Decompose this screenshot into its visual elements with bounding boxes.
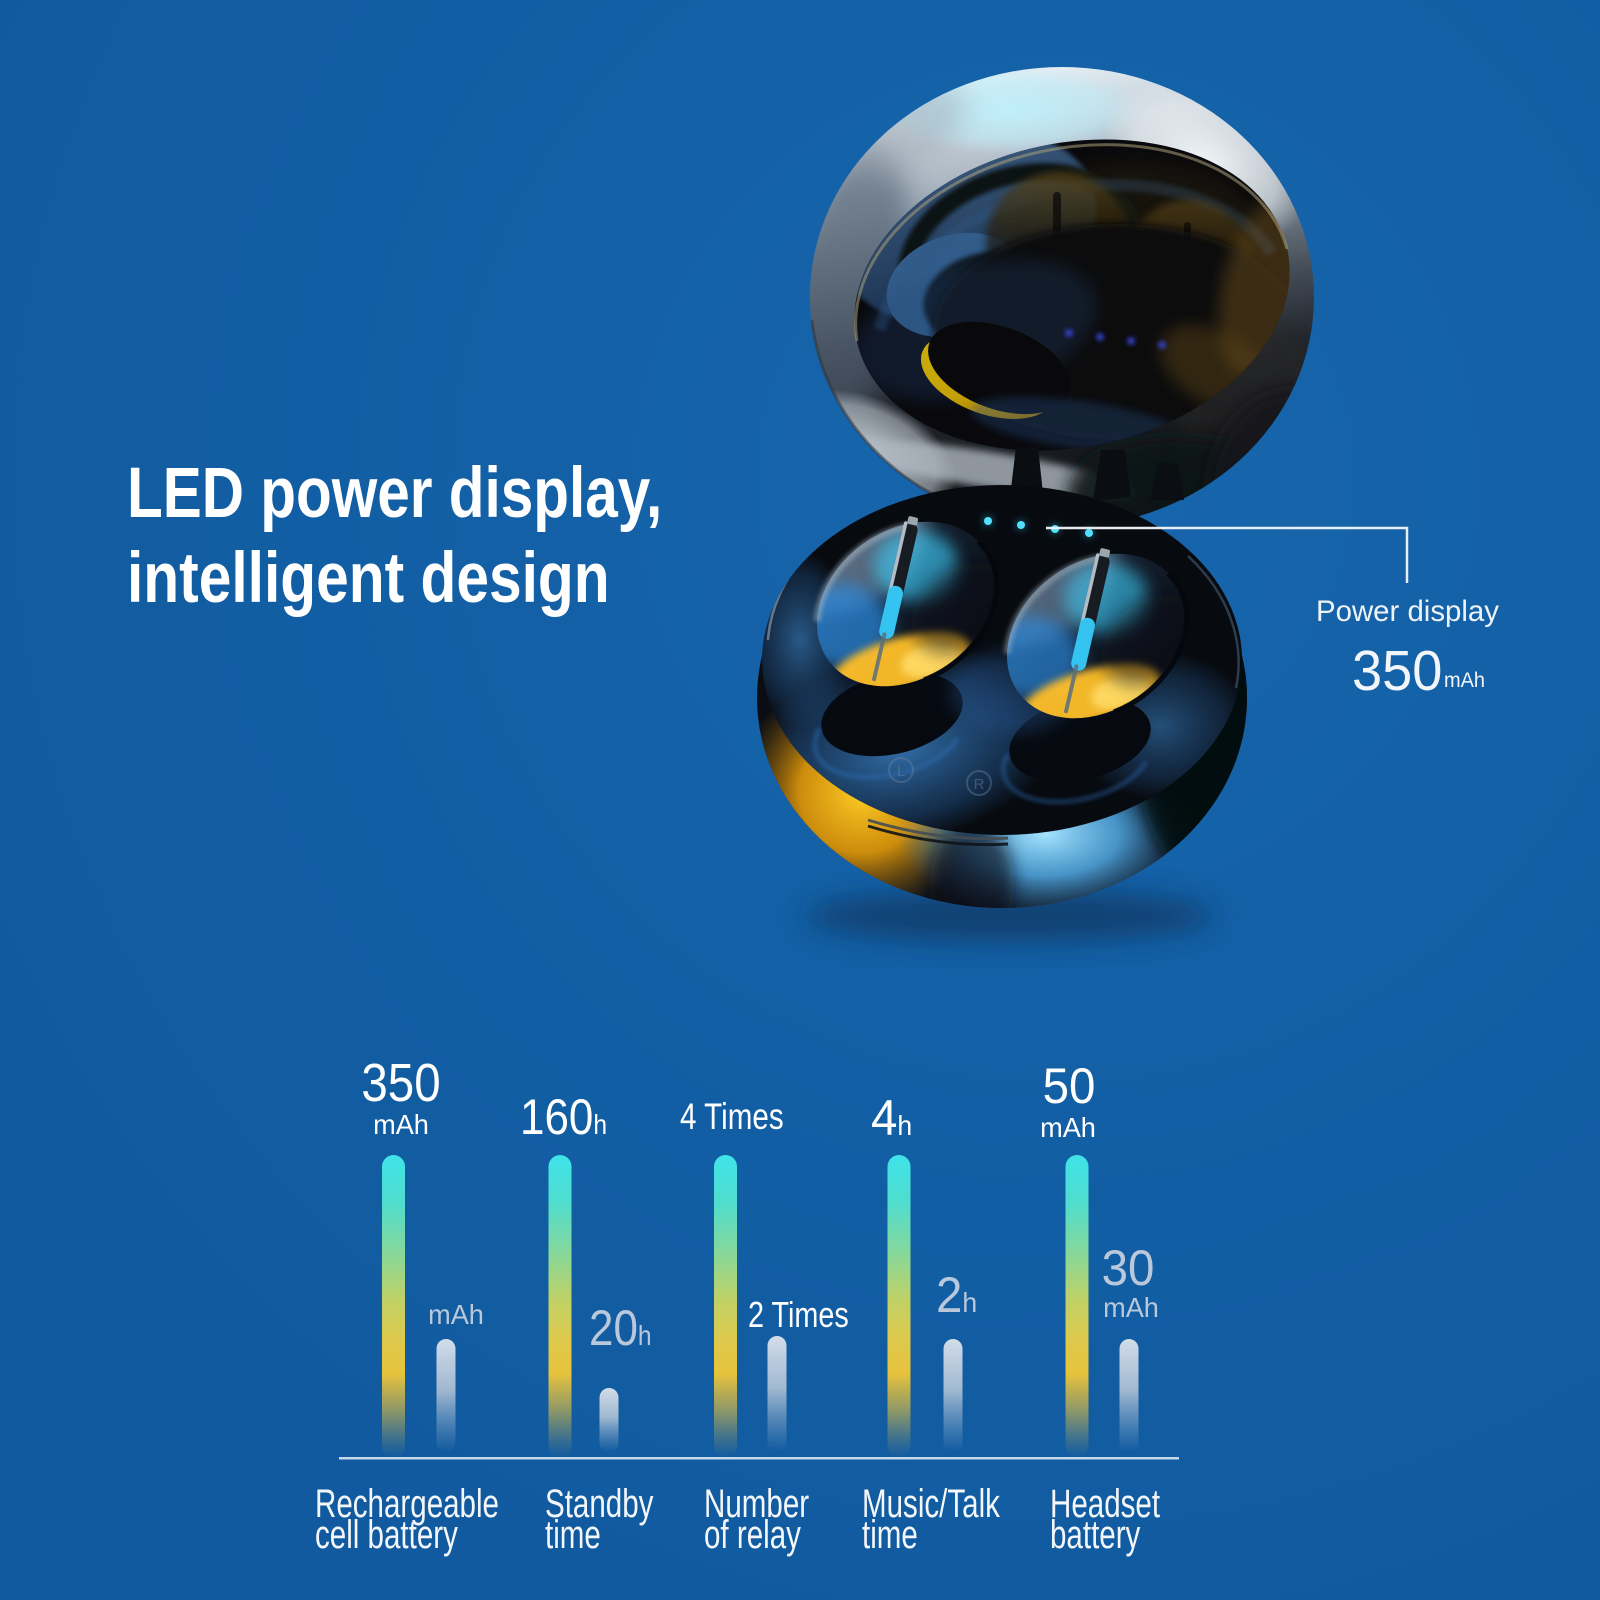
svg-text:time: time	[862, 1513, 918, 1557]
svg-text:mAh: mAh	[373, 1109, 429, 1140]
svg-text:intelligent design: intelligent design	[127, 538, 610, 618]
svg-text:350: 350	[361, 1052, 440, 1113]
svg-text:of relay: of relay	[704, 1513, 801, 1557]
svg-text:160h: 160h	[520, 1088, 607, 1144]
svg-text:50: 50	[1043, 1059, 1096, 1114]
svg-text:2 Times: 2 Times	[748, 1294, 849, 1335]
svg-text:cell battery: cell battery	[315, 1513, 458, 1557]
svg-text:Rechargeable: Rechargeable	[315, 1482, 499, 1526]
svg-text:Number: Number	[704, 1482, 809, 1526]
svg-text:350: 350	[1352, 639, 1442, 703]
svg-text:R: R	[974, 776, 985, 793]
svg-text:Standby: Standby	[545, 1482, 654, 1526]
svg-text:30: 30	[1102, 1241, 1155, 1296]
svg-text:Music/Talk: Music/Talk	[862, 1482, 1000, 1526]
svg-text:Headset: Headset	[1050, 1482, 1160, 1526]
svg-text:4 Times: 4 Times	[680, 1097, 784, 1138]
svg-text:L: L	[897, 763, 905, 780]
svg-text:LED power display,: LED power display,	[127, 453, 662, 533]
svg-text:battery: battery	[1050, 1513, 1141, 1557]
svg-text:mAh: mAh	[428, 1299, 484, 1330]
svg-text:time: time	[545, 1513, 601, 1557]
svg-text:Power display: Power display	[1316, 595, 1499, 628]
svg-text:mAh: mAh	[1103, 1292, 1159, 1323]
svg-text:mAh: mAh	[1444, 669, 1485, 693]
svg-text:mAh: mAh	[1040, 1112, 1096, 1143]
